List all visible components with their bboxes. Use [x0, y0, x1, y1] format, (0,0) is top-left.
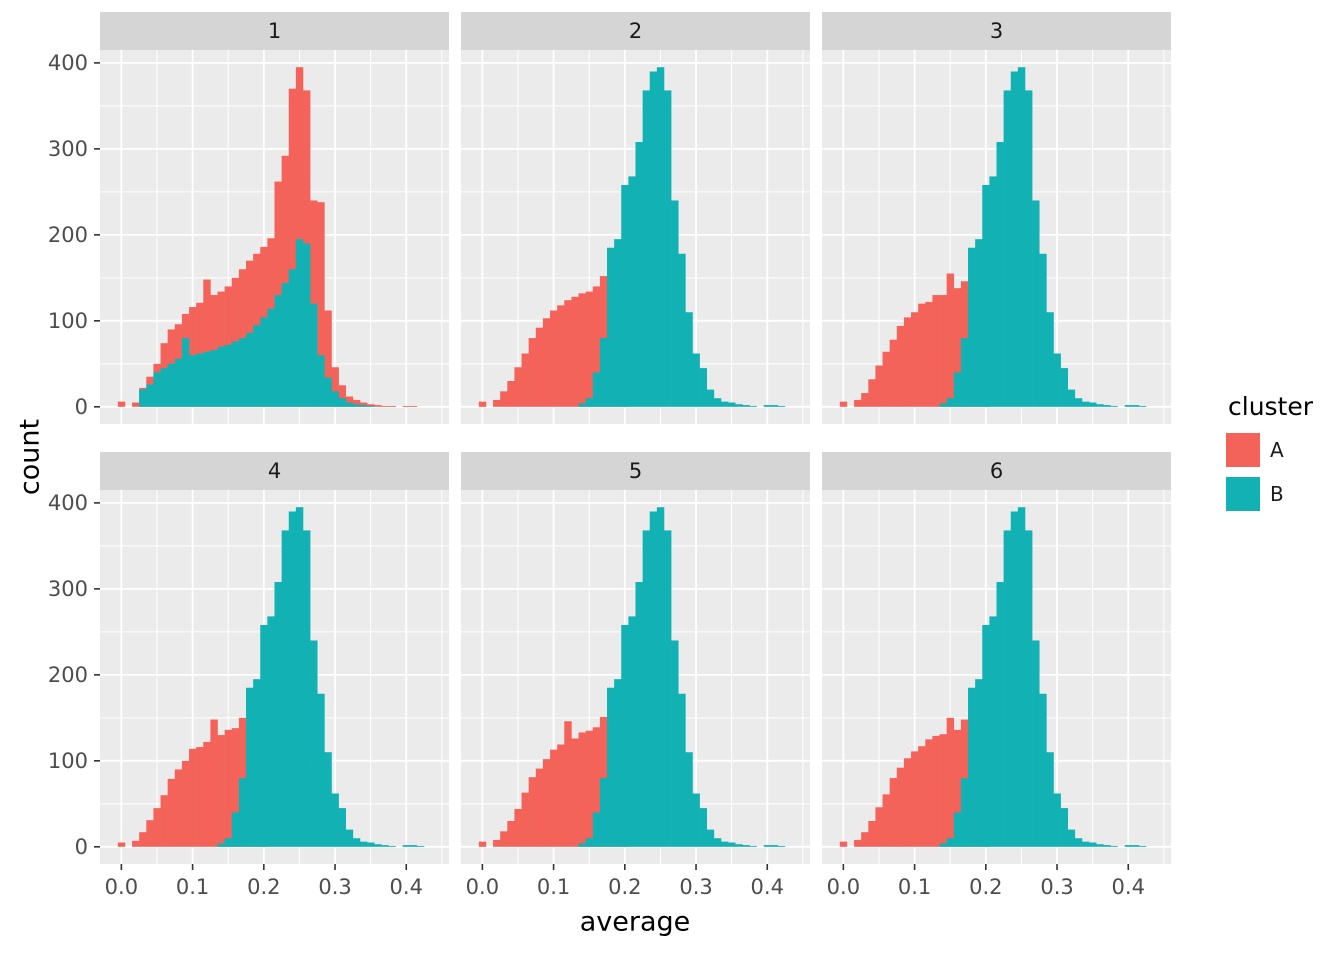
x-axis: 0.0 0.1 0.2 0.3 0.4	[827, 864, 1145, 899]
facet-panel	[822, 50, 1171, 424]
y-axis-title: count	[14, 418, 46, 496]
y-tick-label: 0	[75, 835, 88, 859]
y-tick-label: 100	[48, 749, 88, 773]
legend-label-b: B	[1270, 482, 1284, 506]
legend: cluster A B	[1226, 392, 1344, 521]
x-tick-label: 0.2	[247, 875, 280, 899]
facet-grid: 1 0 100 200 300 400 2 3 4 0 100 200 300 400 0.0 0.…	[48, 12, 1171, 899]
y-tick-label: 300	[48, 137, 88, 161]
y-tick-label: 300	[48, 577, 88, 601]
y-tick-label: 200	[48, 223, 88, 247]
x-tick-label: 0.3	[1040, 875, 1073, 899]
x-tick-label: 0.1	[537, 875, 570, 899]
x-tick-label: 0.4	[751, 875, 784, 899]
y-tick-label: 200	[48, 663, 88, 687]
bars-cluster-a	[117, 717, 268, 847]
facet-strip: 2	[461, 12, 810, 50]
x-tick-label: 0.3	[318, 875, 351, 899]
x-tick-label: 0.2	[969, 875, 1002, 899]
x-tick-label: 0.2	[608, 875, 641, 899]
facet-cell-6: 6 0.0 0.1 0.2 0.3 0.4	[822, 452, 1171, 899]
legend-label-a: A	[1270, 438, 1284, 462]
facet-strip: 4	[100, 452, 449, 490]
facet-strip: 3	[822, 12, 1171, 50]
facet-cell-1: 1 0 100 200 300 400	[48, 12, 449, 424]
x-tick-label: 0.4	[1112, 875, 1145, 899]
x-tick-label: 0.1	[898, 875, 931, 899]
facet-strip: 6	[822, 452, 1171, 490]
facet-strip: 5	[461, 452, 810, 490]
y-tick-label: 400	[48, 51, 88, 75]
facet-panel: 0 100 200 300 400 0.0 0.1 0.2 0.3 0.4	[48, 490, 449, 899]
bars-cluster-b	[139, 239, 375, 407]
y-axis: 0 100 200 300 400	[48, 51, 100, 419]
facet-panel: 0.0 0.1 0.2 0.3 0.4	[822, 490, 1171, 899]
x-tick-label: 0.0	[105, 875, 138, 899]
y-axis: 0 100 200 300 400	[48, 491, 100, 859]
y-tick-label: 100	[48, 309, 88, 333]
legend-swatch-b	[1226, 477, 1260, 511]
legend-key-b: B	[1226, 477, 1344, 511]
facet-panel: 0.0 0.1 0.2 0.3 0.4	[461, 490, 810, 899]
facet-cell-5: 5 0.0 0.1 0.2 0.3 0.4	[461, 452, 810, 899]
x-tick-label: 0.0	[466, 875, 499, 899]
x-tick-label: 0.4	[390, 875, 423, 899]
facet-cell-2: 2	[461, 12, 810, 424]
legend-swatch-a	[1226, 433, 1260, 467]
legend-title: cluster	[1228, 392, 1314, 421]
bars-cluster-b	[578, 67, 786, 407]
facet-panel: 0 100 200 300 400	[48, 50, 449, 424]
x-tick-label: 0.3	[679, 875, 712, 899]
x-axis: 0.0 0.1 0.2 0.3 0.4	[466, 864, 784, 899]
facet-panel	[461, 50, 810, 424]
bars-cluster-b	[939, 67, 1147, 407]
facet-strip: 1	[100, 12, 449, 50]
x-tick-label: 0.1	[176, 875, 209, 899]
y-tick-label: 0	[75, 395, 88, 419]
bars-cluster-b	[939, 507, 1147, 847]
y-tick-label: 400	[48, 491, 88, 515]
x-axis: 0.0 0.1 0.2 0.3 0.4	[105, 864, 423, 899]
x-axis-title: average	[579, 906, 691, 938]
legend-key-a: A	[1226, 433, 1344, 467]
x-tick-label: 0.0	[827, 875, 860, 899]
bars-cluster-b	[217, 507, 425, 847]
bars-cluster-b	[578, 507, 786, 847]
facet-cell-3: 3	[822, 12, 1171, 424]
facet-cell-4: 4 0 100 200 300 400 0.0 0.1 0.2 0.3 0.4	[48, 452, 449, 899]
